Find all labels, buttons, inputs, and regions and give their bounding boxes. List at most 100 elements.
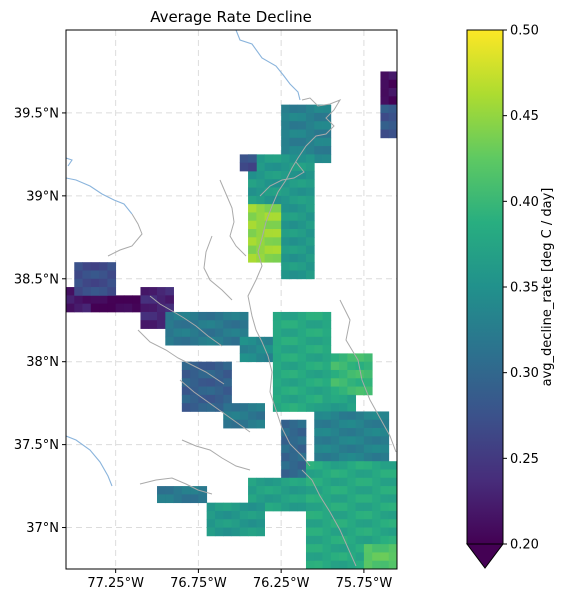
heatmap-cell xyxy=(388,88,397,97)
heatmap-cell xyxy=(347,361,357,371)
heatmap-cell xyxy=(289,486,299,495)
heatmap-cell xyxy=(305,353,315,363)
heatmap-cell xyxy=(281,345,290,354)
heatmap-cell xyxy=(214,336,224,346)
heatmap-cell xyxy=(181,494,191,504)
heatmap-cell xyxy=(289,452,299,462)
heatmap-cell xyxy=(289,162,299,172)
heatmap-cell xyxy=(256,162,265,172)
heatmap-cell xyxy=(347,353,357,363)
heatmap-cell xyxy=(223,361,232,371)
heatmap-cell xyxy=(297,444,307,454)
heatmap-cell xyxy=(322,386,332,396)
heatmap-cell xyxy=(380,477,390,487)
heatmap-cell xyxy=(372,469,381,479)
heatmap-cell xyxy=(231,328,241,338)
heatmap-cell xyxy=(339,444,348,454)
heatmap-cell xyxy=(281,394,290,404)
heatmap-cell xyxy=(330,411,340,421)
heatmap-cell xyxy=(314,452,323,462)
x-tick-label: 76.25°W xyxy=(253,576,310,591)
heatmap-cell xyxy=(380,452,390,462)
heatmap-cell xyxy=(363,494,373,504)
heatmap-cell xyxy=(388,560,397,569)
heatmap-cell xyxy=(214,502,224,512)
heatmap-cell xyxy=(289,369,299,379)
heatmap-cell xyxy=(305,311,315,321)
heatmap-cell xyxy=(264,170,274,180)
heatmap-cell xyxy=(289,419,299,429)
heatmap-cell xyxy=(347,386,357,396)
heatmap-cell xyxy=(305,162,315,172)
heatmap-cell xyxy=(339,527,348,537)
heatmap-cell xyxy=(347,502,357,512)
heatmap-cell xyxy=(305,104,315,114)
heatmap-cell xyxy=(363,436,373,446)
heatmap-cell xyxy=(347,494,357,504)
heatmap-cell xyxy=(239,527,249,537)
heatmap-cell xyxy=(322,544,332,553)
heatmap-cell xyxy=(355,461,365,470)
heatmap-cell xyxy=(363,535,373,545)
heatmap-cell xyxy=(239,320,249,329)
heatmap-cell xyxy=(256,502,265,512)
heatmap-cell xyxy=(339,378,348,387)
y-tick-label: 37°N xyxy=(26,521,59,536)
coastline xyxy=(219,179,247,257)
heatmap-cell xyxy=(281,311,290,321)
heatmap-cell xyxy=(372,502,381,512)
heatmap-cell xyxy=(140,295,150,305)
heatmap-cell xyxy=(231,527,241,537)
heatmap-cell xyxy=(214,369,224,379)
heatmap-cell xyxy=(198,378,208,387)
heatmap-cell xyxy=(305,187,315,197)
heatmap-cell xyxy=(74,262,83,271)
heatmap-cell xyxy=(355,510,365,520)
heatmap-cell xyxy=(330,461,340,470)
heatmap-cell xyxy=(347,519,357,528)
heatmap-cell xyxy=(388,461,397,470)
heatmap-cell xyxy=(281,195,290,205)
heatmap-cell xyxy=(281,369,290,379)
heatmap-cell xyxy=(355,369,365,379)
heatmap-cell xyxy=(314,154,323,164)
heatmap-cell xyxy=(305,552,315,562)
heatmap-cell xyxy=(256,353,265,363)
heatmap-cell xyxy=(297,229,307,238)
heatmap-cell xyxy=(289,394,299,404)
heatmap-cell xyxy=(330,552,340,562)
heatmap-cell xyxy=(272,245,282,255)
heatmap-cell xyxy=(206,403,216,412)
heatmap-cell xyxy=(190,394,199,404)
heatmap-cell xyxy=(148,320,158,329)
heatmap-cell xyxy=(330,353,340,363)
heatmap-cell xyxy=(380,96,390,106)
heatmap-cell xyxy=(272,361,282,371)
heatmap-cell xyxy=(363,361,373,371)
heatmap-cell xyxy=(190,386,199,396)
heatmap-cell xyxy=(223,328,232,338)
heatmap-cell xyxy=(198,320,208,329)
heatmap-cell xyxy=(355,353,365,363)
heatmap-cell xyxy=(239,403,249,412)
heatmap-cell xyxy=(289,112,299,122)
heatmap-cell xyxy=(165,494,174,504)
heatmap-cell xyxy=(305,220,315,230)
heatmap-cell xyxy=(256,245,265,255)
heatmap-cell xyxy=(380,519,390,528)
heatmap-cell xyxy=(388,469,397,479)
colorbar-label: avg_decline_rate [deg C / day] xyxy=(540,188,555,387)
heatmap-cell xyxy=(339,552,348,562)
heatmap-cell xyxy=(231,403,241,412)
heatmap-cell xyxy=(90,287,100,296)
colorbar-tick-label: 0.45 xyxy=(510,109,539,124)
heatmap-cell xyxy=(181,320,191,329)
heatmap-cell xyxy=(264,253,274,263)
heatmap-cell xyxy=(330,469,340,479)
heatmap-cell xyxy=(347,527,357,537)
heatmap-cell xyxy=(248,229,257,238)
heatmap-cell xyxy=(305,461,315,470)
heatmap-cell xyxy=(198,336,208,346)
heatmap-cell xyxy=(198,494,208,504)
heatmap-cell xyxy=(281,112,290,122)
